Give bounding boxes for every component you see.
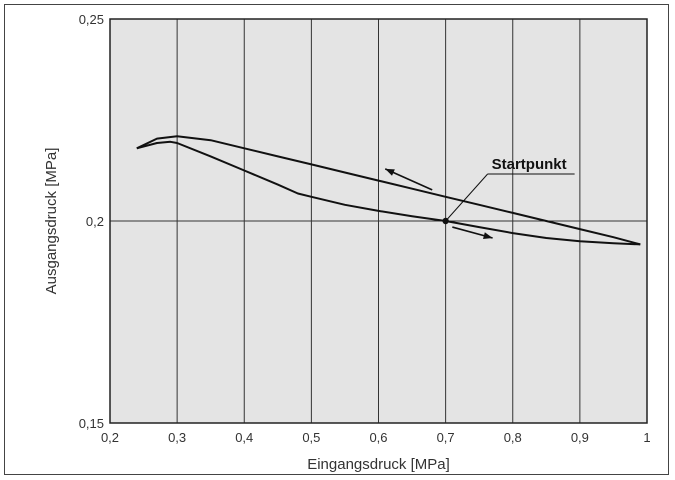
x-tick-label: 0,3 [168, 430, 186, 445]
grid [110, 19, 647, 423]
series-line-1 [136, 135, 641, 246]
x-tick-label: 0,4 [235, 430, 253, 445]
x-tick-label: 0,5 [302, 430, 320, 445]
x-tick-label: 0,2 [101, 430, 119, 445]
plot-border [109, 18, 648, 424]
direction-arrow-1 [384, 168, 433, 191]
arrows [384, 168, 493, 239]
x-axis-label: Eingangsdruck [MPa] [307, 456, 450, 473]
y-tick-label: 0,15 [79, 416, 104, 431]
x-tick-label: 0,7 [437, 430, 455, 445]
direction-arrow-2 [452, 226, 493, 239]
annotation-startpunkt: Startpunkt [442, 156, 575, 225]
x-tick-label: 0,9 [571, 430, 589, 445]
series-line-2 [136, 140, 641, 246]
y-axis-label: Ausgangsdruck [MPa] [43, 148, 60, 295]
annotation-label: Startpunkt [492, 156, 567, 173]
x-tick-label: 0,6 [369, 430, 387, 445]
chart-frame [4, 4, 669, 475]
annotations: Startpunkt [442, 156, 575, 225]
y-tick-label: 0,2 [86, 214, 104, 229]
leader-line [445, 173, 488, 222]
x-tick-label: 1 [643, 430, 650, 445]
ticks: 0,2 0,3 0,4 0,5 0,6 0,7 0,8 0,9 10,150,20,25 [79, 12, 651, 445]
x-tick-label: 0,8 [504, 430, 522, 445]
series-layer [136, 135, 641, 246]
y-tick-label: 0,25 [79, 12, 104, 27]
